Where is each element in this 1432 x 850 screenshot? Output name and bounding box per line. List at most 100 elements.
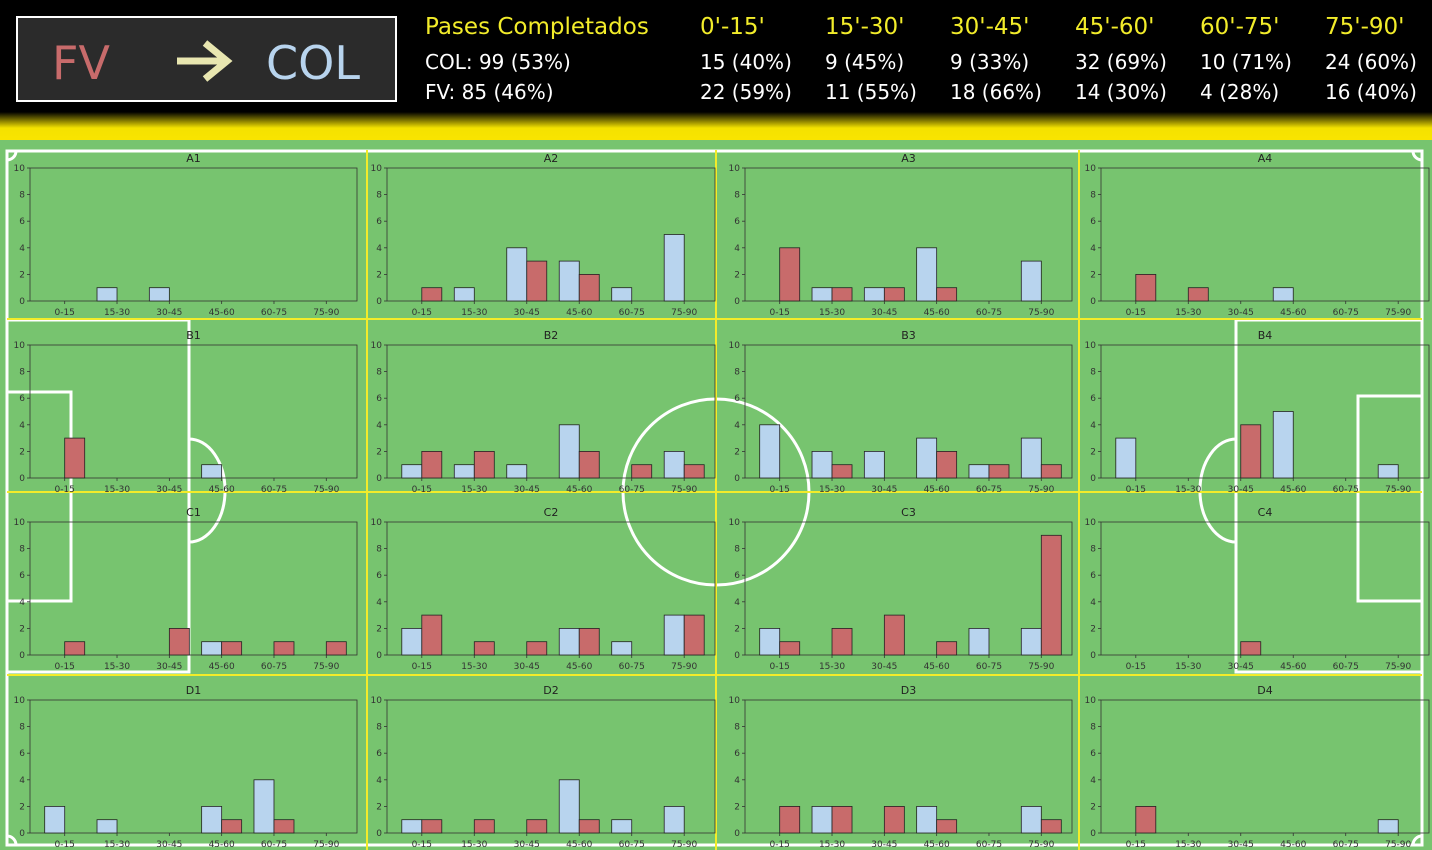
x-tick-label: 30-45	[871, 840, 897, 850]
y-tick-label: 4	[376, 421, 382, 431]
bar-col	[611, 819, 633, 834]
stat-cell: 16 (40%)	[1325, 80, 1417, 104]
y-tick-label: 0	[19, 829, 25, 839]
bar-col	[759, 627, 781, 656]
row-label: COL: 99 (53%)	[425, 50, 571, 74]
bar-col	[916, 247, 938, 302]
bar-fv	[936, 819, 958, 834]
y-tick-label: 6	[19, 749, 25, 759]
bar-fv	[988, 464, 1010, 479]
bar-col	[863, 450, 885, 479]
bar-fv	[1240, 424, 1262, 479]
y-tick-label: 10	[729, 341, 741, 351]
zone-chart-A1: A1 0 2 4 6 8 10 0-15 15-30 30-45 45-60 60-75 75-90	[14, 152, 358, 318]
x-tick-label: 30-45	[514, 662, 540, 672]
y-tick-label: 10	[729, 518, 741, 528]
bar-fv	[631, 464, 653, 479]
bar-fv	[421, 450, 443, 479]
x-tick-label: 0-15	[412, 840, 432, 850]
period-header: 15'-30'	[825, 14, 905, 40]
x-tick-label: 0-15	[54, 485, 74, 495]
x-tick-label: 15-30	[104, 308, 130, 318]
bar-fv	[936, 450, 958, 479]
y-tick-label: 8	[1090, 723, 1096, 733]
y-tick-label: 10	[14, 518, 26, 528]
bar-fv	[473, 641, 495, 656]
x-tick-label: 60-75	[976, 662, 1002, 672]
y-tick-label: 8	[734, 545, 740, 555]
y-tick-label: 6	[734, 394, 740, 404]
bar-fv	[578, 450, 600, 479]
y-tick-label: 8	[1090, 545, 1096, 555]
x-tick-label: 30-45	[871, 662, 897, 672]
y-tick-label: 4	[19, 421, 25, 431]
stat-cell: 22 (59%)	[700, 80, 792, 104]
stat-cell: 11 (55%)	[825, 80, 917, 104]
period-header: 30'-45'	[950, 14, 1030, 40]
y-tick-label: 2	[1090, 447, 1096, 457]
stat-cell: 9 (33%)	[950, 50, 1030, 74]
y-tick-label: 2	[734, 802, 740, 812]
y-tick-label: 6	[376, 571, 382, 581]
y-tick-label: 0	[734, 297, 740, 307]
x-tick-label: 15-30	[461, 485, 487, 495]
pitch-markings	[5, 149, 1424, 847]
x-tick-label: 30-45	[156, 840, 182, 850]
corner-arc	[6, 834, 18, 846]
bar-fv	[64, 641, 86, 656]
left-goal-area	[5, 390, 73, 603]
stat-cell: 24 (60%)	[1325, 50, 1417, 74]
axes-frame	[744, 167, 1073, 302]
y-tick-label: 0	[376, 474, 382, 484]
zone-grid	[7, 150, 1422, 850]
y-tick-label: 0	[19, 297, 25, 307]
bar-fv	[473, 450, 495, 479]
x-tick-label: 30-45	[514, 308, 540, 318]
left-penalty-box	[5, 318, 191, 674]
bar-col	[201, 464, 223, 479]
y-tick-label: 4	[19, 776, 25, 786]
bar-col	[811, 287, 833, 302]
axes-frame	[29, 521, 358, 656]
x-tick-label: 15-30	[104, 840, 130, 850]
bar-fv	[168, 627, 190, 656]
x-tick-label: 60-75	[261, 662, 287, 672]
bar-col	[759, 424, 781, 479]
stats-header: FV COL Pases Completados 0'-15' 15'-30' …	[0, 0, 1432, 140]
x-tick-label: 60-75	[1333, 840, 1359, 850]
y-tick-label: 10	[1085, 164, 1097, 174]
x-tick-label: 45-60	[924, 662, 950, 672]
bar-fv	[779, 806, 801, 834]
y-tick-label: 0	[376, 297, 382, 307]
bar-col	[663, 450, 685, 479]
y-tick-label: 4	[1090, 421, 1096, 431]
bar-fv	[936, 641, 958, 656]
zone-chart-A3: A3 0 2 4 6 8 10 0-15 15-30 30-45 45-60 60-75 75-90	[729, 152, 1073, 318]
bar-col	[916, 806, 938, 834]
zone-title: B4	[1258, 329, 1273, 342]
away-team-label: COL	[266, 36, 360, 90]
bar-fv	[421, 287, 443, 302]
x-tick-label: 45-60	[1280, 662, 1306, 672]
x-tick-label: 45-60	[924, 308, 950, 318]
x-tick-label: 0-15	[1126, 662, 1146, 672]
zone-title: B2	[544, 329, 559, 342]
x-tick-label: 45-60	[566, 308, 592, 318]
y-tick-label: 2	[734, 624, 740, 634]
y-tick-label: 10	[371, 696, 383, 706]
bar-fv	[473, 819, 495, 834]
bar-fv	[273, 641, 295, 656]
bar-col	[44, 806, 66, 834]
zone-chart-D4: D4 0 2 4 6 8 10 0-15 15-30 30-45 45-60 60-75 75-90	[1085, 684, 1430, 850]
zone-chart-B2: B2 0 2 4 6 8 10 0-15 15-30 30-45 45-60 60-75 75-90	[371, 329, 716, 495]
zone-title: D4	[1257, 684, 1272, 697]
bar-col	[558, 779, 580, 834]
x-tick-label: 45-60	[1280, 308, 1306, 318]
period-header: 60'-75'	[1200, 14, 1280, 40]
y-tick-label: 8	[1090, 191, 1096, 201]
zone-chart-C4: C4 0 2 4 6 8 10 0-15 15-30 30-45 45-60 60-75 75-90	[1085, 506, 1430, 672]
y-tick-label: 6	[734, 571, 740, 581]
bar-col	[1272, 287, 1294, 302]
y-tick-label: 0	[376, 829, 382, 839]
